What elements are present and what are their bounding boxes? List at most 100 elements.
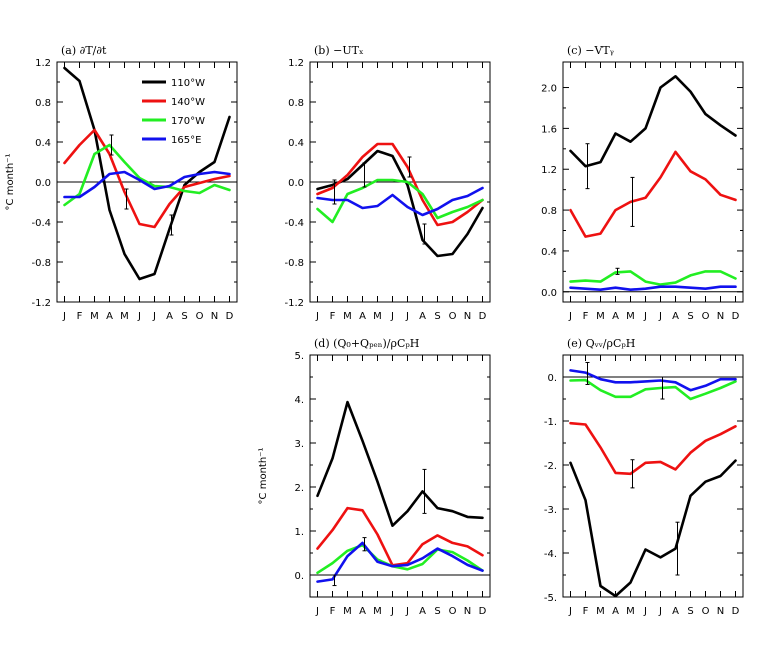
y-tick-label: -0.8 [31,258,51,269]
y-tick-label: 1.2 [541,165,557,176]
y-tick-label: -3. [544,505,557,516]
x-tick-label: J [568,606,572,617]
y-tick-label: 1. [294,527,304,538]
x-tick-label: J [658,606,662,617]
x-tick-label: J [315,311,319,322]
series-line [316,543,484,575]
y-tick-label: -5. [544,593,557,604]
y-axis-label: °C month⁻¹ [5,154,16,211]
series-line [569,75,737,168]
x-tick-label: S [687,606,693,617]
series-line [316,178,484,224]
legend-label: 165°E [171,135,201,146]
x-tick-label: F [330,311,336,322]
y-tick-label: -4. [544,549,557,560]
series-line [316,400,484,528]
x-tick-label: M [343,606,352,617]
x-tick-label: O [449,311,457,322]
y-tick-label: 0. [294,571,304,582]
x-tick-label: S [434,606,440,617]
x-tick-label: N [717,311,724,322]
series-line [316,541,484,583]
x-tick-label: S [687,311,693,322]
x-tick-label: A [419,606,426,617]
x-tick-label: J [390,311,394,322]
y-tick-label: 0.4 [288,138,304,149]
x-tick-label: N [211,311,218,322]
series-line [63,128,231,229]
y-tick-label: 0.8 [288,98,304,109]
y-tick-label: -1.2 [284,298,304,309]
x-tick-label: M [626,311,635,322]
y-tick-label: 0.0 [541,288,557,299]
y-tick-label: 0.8 [541,206,557,217]
x-tick-label: S [434,311,440,322]
series-line [316,506,484,567]
x-tick-label: D [732,311,740,322]
x-tick-label: O [449,606,457,617]
series-line [569,421,737,476]
x-tick-label: M [626,606,635,617]
y-tick-label: 1.6 [541,124,557,135]
legend-label: 110°W [171,78,205,89]
x-tick-label: O [702,311,710,322]
x-tick-label: S [181,311,187,322]
x-tick-label: A [359,311,366,322]
series-line [569,150,737,238]
x-tick-label: N [464,311,471,322]
x-tick-label: D [226,311,234,322]
x-tick-label: A [419,311,426,322]
x-tick-label: D [479,311,487,322]
y-tick-label: 0.4 [541,247,557,258]
y-tick-label: -0.4 [284,218,304,229]
legend: 110°W 140°W 170°W 165°E [142,78,205,146]
x-tick-label: M [343,311,352,322]
x-tick-label: M [373,311,382,322]
x-tick-label: N [717,606,724,617]
x-tick-label: J [658,311,662,322]
series-line [316,142,484,227]
x-tick-label: A [359,606,366,617]
panel-a: (a) ∂T/∂t1.20.80.40.0-0.4-0.8-1.2J F M A M J J… [5,44,238,322]
series-line [316,186,484,217]
y-tick-label: 0.0 [35,178,51,189]
x-tick-label: A [612,606,619,617]
x-tick-label: F [330,606,336,617]
x-tick-label: J [62,311,66,322]
panel-title: (e) Qᵥᵥ/ρCₚH [567,337,635,350]
x-tick-label: A [672,311,679,322]
y-tick-label: 4. [294,395,304,406]
plot-frame [309,354,491,598]
x-tick-label: J [643,606,647,617]
series-line [316,149,484,258]
panel-title: (c) −VTᵧ [567,44,614,57]
x-tick-label: J [152,311,156,322]
y-tick-label: -2. [544,461,557,472]
x-tick-label: J [390,606,394,617]
x-tick-label: M [596,311,605,322]
y-axis-label: °C month⁻¹ [258,448,269,505]
y-tick-label: 0.4 [35,138,51,149]
panel-title: (b) −UTₓ [314,44,364,57]
x-tick-label: F [583,311,589,322]
y-tick-label: -1.2 [31,298,51,309]
series-line [63,143,231,207]
series-line [569,378,737,401]
y-tick-label: 2. [294,483,304,494]
series-line [63,66,231,281]
x-tick-label: D [479,606,487,617]
legend-label: 170°W [171,116,205,127]
y-tick-label: -0.8 [284,258,304,269]
y-tick-label: 2.0 [541,84,557,95]
plot-frame [562,61,744,303]
panel-title: (a) ∂T/∂t [61,44,107,57]
x-tick-label: A [612,311,619,322]
x-tick-label: M [90,311,99,322]
x-tick-label: M [120,311,129,322]
series-line [569,270,737,286]
x-tick-label: J [643,311,647,322]
